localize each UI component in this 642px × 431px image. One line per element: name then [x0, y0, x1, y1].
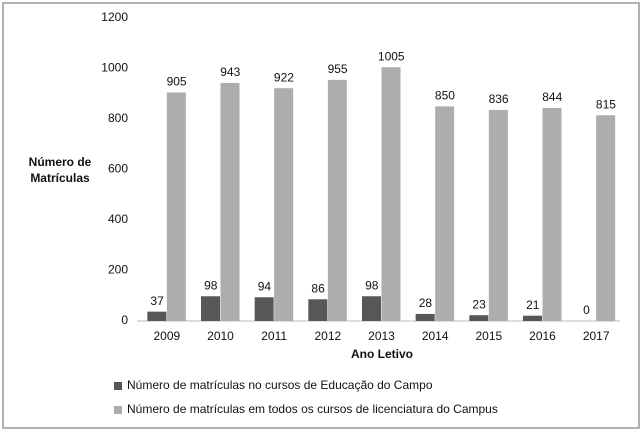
bar: [201, 296, 220, 321]
legend-label: Número de matrículas em todos os cursos …: [127, 402, 498, 416]
data-label: 28: [419, 296, 433, 310]
y-tick-label: 1000: [101, 61, 128, 75]
data-label: 98: [204, 278, 218, 292]
bar: [220, 82, 240, 321]
y-tick-label: 800: [108, 111, 128, 125]
data-label: 844: [542, 90, 562, 104]
bar: [469, 315, 489, 321]
x-tick-label: 2014: [422, 329, 449, 343]
data-label: 86: [311, 281, 325, 295]
bar: [274, 88, 294, 321]
bar: [327, 79, 347, 321]
x-tick-label: 2012: [314, 329, 341, 343]
x-tick-label: 2009: [153, 329, 180, 343]
bar: [362, 296, 381, 321]
x-tick-label: 2015: [475, 329, 502, 343]
bar: [542, 107, 562, 321]
y-tick-label: 200: [108, 263, 128, 277]
bar: [415, 313, 435, 321]
data-label: 815: [596, 97, 616, 111]
data-label: 21: [526, 298, 540, 312]
x-tick-label: 2017: [583, 329, 610, 343]
bar: [147, 311, 167, 321]
bar: [254, 297, 274, 321]
data-label: 955: [328, 62, 348, 76]
bar: [523, 315, 542, 321]
bar: [596, 115, 616, 322]
data-label: 850: [435, 89, 455, 103]
y-axis-title: Número de Matrículas: [28, 155, 92, 185]
bar: [381, 67, 401, 321]
legend-marker: [114, 382, 122, 390]
x-axis-title: Ano Letivo: [351, 347, 413, 361]
data-label: 943: [220, 65, 240, 79]
data-label: 98: [365, 278, 379, 292]
x-tick-label: 2010: [207, 329, 234, 343]
y-tick-label: 0: [121, 313, 128, 327]
data-label: 23: [472, 297, 486, 311]
data-label: 37: [150, 294, 164, 308]
data-label: 94: [258, 279, 272, 293]
legend-marker: [114, 406, 122, 414]
bar: [435, 106, 455, 321]
x-tick-label: 2011: [261, 329, 287, 343]
data-label: 905: [167, 75, 187, 89]
y-tick-label: 400: [108, 212, 128, 226]
x-tick-label: 2016: [529, 329, 556, 343]
data-label: 1005: [378, 49, 405, 63]
bar: [488, 109, 508, 321]
data-label: 0: [583, 303, 590, 317]
legend-label: Número de matrículas no cursos de Educaç…: [127, 378, 433, 392]
bar: [166, 92, 186, 321]
bar: [308, 299, 328, 321]
y-tick-label: 1200: [101, 10, 128, 24]
y-tick-label: 600: [108, 162, 128, 176]
data-label: 836: [489, 92, 509, 106]
data-label: 922: [274, 70, 294, 84]
x-tick-label: 2013: [368, 329, 395, 343]
